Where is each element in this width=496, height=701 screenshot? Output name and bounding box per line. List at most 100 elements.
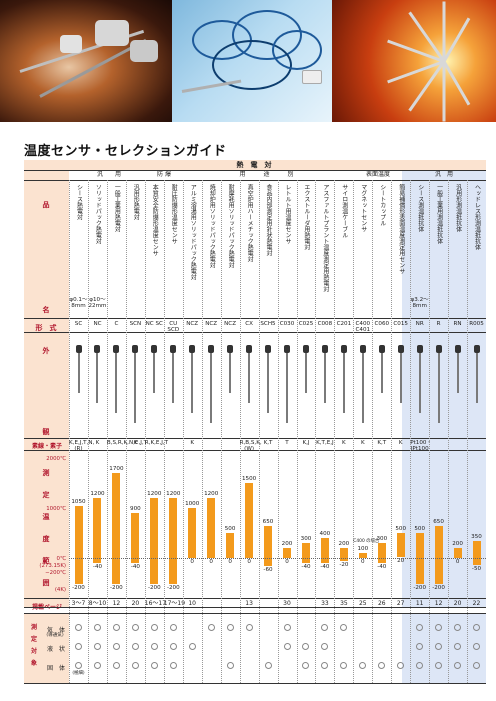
target-gas-mark <box>416 624 424 631</box>
probe-stem <box>172 353 175 403</box>
range-min-label: -200 <box>110 585 123 591</box>
model-code: C008 <box>317 321 333 327</box>
probe-stem <box>77 353 80 393</box>
range-max-label: 1000 <box>185 501 200 507</box>
range-min-label: -40 <box>320 564 330 571</box>
range-bar <box>112 473 121 584</box>
axis-0k: (273.15K) <box>39 563 66 569</box>
target-liquid-mark <box>75 643 82 650</box>
target-solid-mark <box>75 662 82 669</box>
axis-m200: −200℃ <box>45 570 66 576</box>
probe-head <box>378 345 385 353</box>
zero-line <box>69 558 486 559</box>
probe-head <box>132 345 139 353</box>
column-divider <box>315 180 317 683</box>
range-bar <box>358 553 367 558</box>
category-thermocouple: 熱 電 対 <box>236 161 272 169</box>
probe-head <box>416 345 423 353</box>
target-label-char: 対 <box>30 648 37 655</box>
range-min-label: -40 <box>92 564 103 571</box>
probe-stem <box>361 353 364 423</box>
page-ref: 11 <box>415 600 424 607</box>
target-liquid-mark <box>473 643 480 650</box>
product-name: マグネットセンサ <box>359 184 367 232</box>
product-name: 簡易補償形表面温度測定用センサ <box>397 184 405 274</box>
probe-head <box>265 345 271 353</box>
column-divider <box>277 180 279 683</box>
probe-head <box>397 345 404 353</box>
page-ref: 30 <box>283 600 291 607</box>
target-liquid-mark <box>188 643 196 650</box>
range-max-label: 500 <box>395 526 407 532</box>
range-bar <box>339 548 348 561</box>
table-rule <box>24 318 486 319</box>
probe-head <box>321 345 328 353</box>
solid-note: (極細) <box>72 671 85 676</box>
model-code: C <box>114 321 119 327</box>
table-rule <box>24 613 486 614</box>
range-label-char: 測 <box>42 469 50 477</box>
model-code: NC <box>93 321 102 327</box>
axis-4k: (4K) <box>54 587 66 593</box>
probe-stem <box>399 353 402 403</box>
photo-cable-sensors <box>172 0 332 122</box>
probe-head <box>227 345 234 353</box>
target-solid-mark <box>131 662 139 669</box>
model-code: NR <box>415 321 424 327</box>
range-max-label: 300 <box>376 536 388 542</box>
range-min-label: -60 <box>263 566 273 573</box>
page-ref: 26 <box>377 600 386 607</box>
probe-stem <box>115 353 118 413</box>
element-type: B,S,R,K,N,E,J,T <box>106 440 148 446</box>
column-divider <box>429 180 431 683</box>
range-max-label: 200 <box>452 541 463 547</box>
range-max-label: 1200 <box>90 491 105 497</box>
column-divider <box>69 180 70 683</box>
target-solid-mark <box>359 662 367 669</box>
target-gas-mark <box>435 624 443 631</box>
column-divider <box>125 180 127 683</box>
model-code: C201 <box>336 321 352 327</box>
range-bar <box>226 533 235 558</box>
target-solid-mark <box>150 662 158 669</box>
target-gas-mark <box>245 624 253 631</box>
probe-stem <box>210 353 213 423</box>
range-min-label: -40 <box>377 564 387 571</box>
range-max-label: 200 <box>281 541 293 547</box>
model-code: C030 <box>279 321 295 327</box>
column-divider <box>372 180 374 683</box>
range-max-label: 1200 <box>166 491 181 497</box>
range-bar <box>472 540 481 565</box>
target-solid-mark <box>416 662 424 669</box>
column-divider <box>296 180 298 683</box>
model-code: C025 <box>298 321 314 327</box>
probe-head <box>75 345 82 353</box>
target-solid-mark <box>321 662 329 669</box>
target-solid-mark <box>378 662 386 669</box>
range-max-label: 1500 <box>241 476 257 482</box>
column-divider <box>410 180 412 683</box>
probe-head <box>170 345 177 353</box>
target-solid-mark <box>397 662 405 669</box>
row-header-column <box>24 160 69 607</box>
model-code: NCZ <box>186 321 199 327</box>
range-min-label: 0 <box>228 559 232 565</box>
element-type: K <box>95 440 100 446</box>
probe-head <box>189 345 196 353</box>
range-label-char: 温 <box>42 513 50 521</box>
column-divider <box>448 180 450 683</box>
probe-head <box>113 345 120 353</box>
row-label-hin: 品 <box>42 201 50 209</box>
product-size: φ3.2〜8mm <box>410 297 429 309</box>
column-divider <box>201 180 203 683</box>
range-max-label: 350 <box>471 533 482 540</box>
range-max-label: 900 <box>130 506 141 512</box>
range-max-label: 200 <box>338 541 350 547</box>
target-label-char: 測 <box>30 624 37 631</box>
probe-head <box>284 345 290 353</box>
target-liquid: 液 状 <box>46 646 65 653</box>
target-solid-mark <box>454 662 462 669</box>
target-solid-mark <box>112 662 120 669</box>
page-ref: 25 <box>358 600 367 607</box>
product-name: サイロ測温ケーブル <box>340 184 348 238</box>
